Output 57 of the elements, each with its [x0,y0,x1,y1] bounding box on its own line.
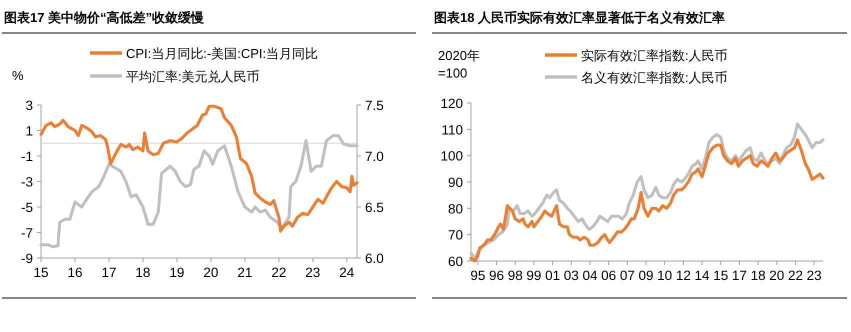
y-axis-title: % [12,68,24,83]
x-tick-label: 17 [732,268,747,283]
x-tick-label: 95 [470,268,486,283]
x-tick-label: 98 [508,268,523,283]
y2-tick-label: 7.5 [365,98,384,113]
x-tick-label: 96 [489,268,504,283]
x-tick-label: 99 [526,268,542,283]
x-tick-label: 03 [564,268,579,283]
y-tick-label: 70 [448,228,463,243]
x-tick-label: 16 [67,265,82,280]
y-tick-label: -9 [20,251,33,266]
line-series [40,104,358,233]
x-tick-label: 21 [237,265,252,280]
x-tick-label: 22 [271,265,286,280]
y-tick-label: 3 [25,98,33,113]
x-tick-label: 24 [339,265,355,280]
x-tick-label: 20 [769,268,784,283]
x-tick-label: 23 [305,265,320,280]
chart-title: 图表17 美中物价“高低差”收敛缓慢 [4,10,204,25]
x-tick-label: 09 [638,268,654,283]
x-tick-label: 07 [620,268,635,283]
x-tick-label: 12 [676,268,691,283]
x-tick-label: 19 [169,265,184,280]
x-tick-label: 04 [582,268,598,283]
y-tick-label: 1 [25,124,33,138]
y-axis-title: 2020年 =100 [438,48,480,81]
line-series [40,134,358,248]
legend-label: 实际有效汇率指数:人民币 [581,48,728,63]
x-tick-label: 10 [657,268,672,283]
x-tick-label: 18 [135,265,150,280]
y-tick-label: 110 [441,122,463,138]
y-tick-label: 100 [440,148,463,164]
x-tick-label: 23 [806,268,822,283]
x-tick-label: 06 [601,268,616,283]
y2-tick-label: 6.0 [365,251,384,266]
y2-tick-label: 6.5 [365,200,384,215]
y-tick-label: 90 [448,175,463,190]
y-tick-label: 120 [440,96,463,111]
x-tick-label: 01 [545,268,560,283]
x-tick-label: 18 [750,268,766,283]
x-tick-label: 15 [713,268,728,283]
legend-label: 平均汇率:美元兑人民币 [126,69,260,84]
chart-title: 图表18 人民币实际有效汇率显著低于名义有效汇率 [434,10,726,25]
legend-label: CPI:当月同比:-美国:CPI:当月同比 [126,46,318,61]
y-tick-label: 80 [448,201,463,216]
y-tick-label: -1 [20,149,33,164]
x-tick-label: 15 [33,265,49,280]
x-tick-label: 17 [101,265,116,280]
y-tick-label: -3 [20,174,33,190]
y-tick-label: -7 [20,226,33,240]
y-tick-label: -5 [20,200,33,215]
y-tick-label: 60 [448,254,463,269]
legend-label: 名义有效汇率指数:人民币 [581,70,728,85]
x-tick-label: 14 [694,268,710,283]
x-tick-label: 20 [203,265,218,280]
x-tick-label: 22 [788,268,803,283]
y2-tick-label: 7.0 [365,149,384,164]
